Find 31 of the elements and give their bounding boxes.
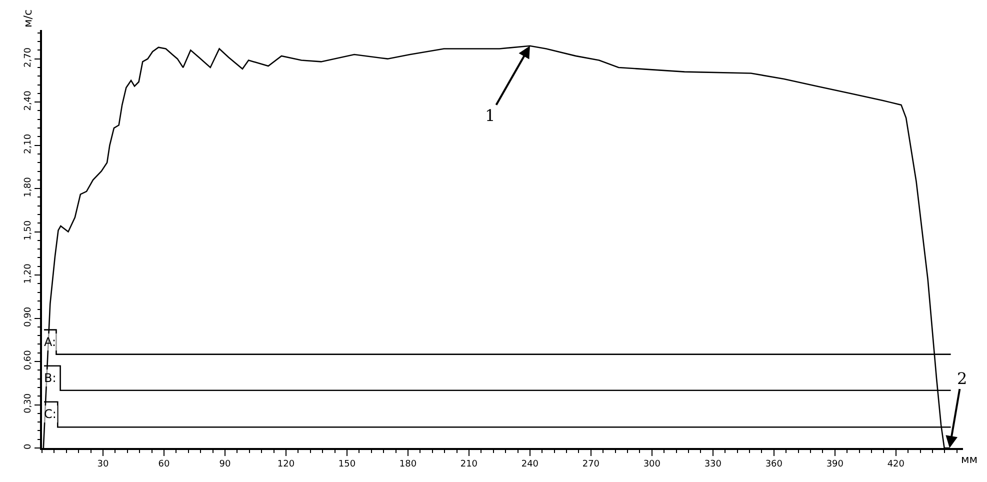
- y-tick-label: 1,20: [24, 263, 34, 284]
- y-tick-label: 0: [24, 444, 34, 450]
- y-tick-label: 2,70: [24, 47, 34, 68]
- y-tick-label: 2,10: [24, 134, 34, 154]
- x-tick-label: 390: [826, 460, 844, 470]
- x-tick-label: 210: [460, 460, 478, 470]
- y-tick-label: 0,30: [24, 393, 34, 414]
- y-tick-label: 2,40: [24, 90, 34, 111]
- series-label: A:: [44, 335, 56, 349]
- y-axis-title: м/с: [22, 9, 34, 28]
- x-axis-title: мм: [961, 453, 978, 466]
- y-tick-label: 1,50: [24, 220, 34, 240]
- x-tick-label: 150: [338, 460, 356, 470]
- x-tick-label: 330: [704, 460, 722, 470]
- x-tick-label: 60: [158, 460, 170, 470]
- x-tick-label: 420: [887, 460, 905, 470]
- annotation: 1: [485, 106, 496, 125]
- x-tick-label: 30: [97, 460, 109, 470]
- series-label: B:: [44, 371, 56, 385]
- y-tick-label: 1,80: [24, 176, 34, 198]
- x-tick-label: 180: [399, 460, 417, 470]
- series-label: C:: [44, 407, 56, 421]
- annotation: 2: [957, 369, 968, 388]
- y-tick-label: 0,60: [24, 350, 34, 370]
- x-tick-label: 300: [643, 460, 661, 470]
- x-tick-label: 360: [765, 460, 783, 470]
- x-tick-label: 120: [277, 460, 295, 470]
- x-tick-label: 90: [219, 460, 231, 470]
- x-tick-label: 270: [582, 460, 600, 470]
- y-tick-label: 0,90: [24, 306, 34, 327]
- x-tick-label: 240: [521, 460, 539, 470]
